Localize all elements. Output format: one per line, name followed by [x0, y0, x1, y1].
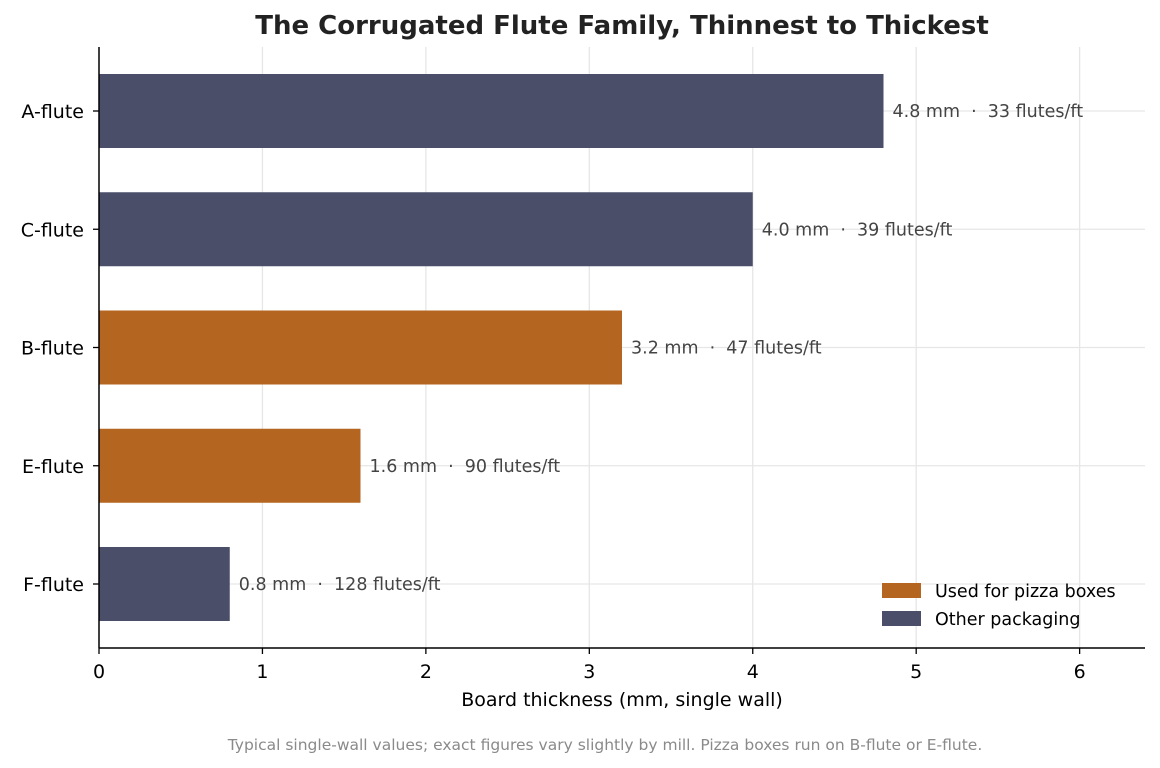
bar-e-flute	[99, 428, 361, 503]
y-tick-label-e-flute: E-flute	[22, 456, 84, 478]
bar-c-flute	[99, 192, 753, 267]
y-axis: A-flute C-flute B-flute E-flute F-flute	[21, 47, 100, 648]
y-tick-label-c-flute: C-flute	[21, 219, 84, 241]
x-axis: 0 1 2 3 4 5 6	[93, 647, 1145, 683]
x-tick-label: 1	[256, 661, 268, 683]
x-tick-label: 2	[420, 661, 432, 683]
x-axis-label: Board thickness (mm, single wall)	[461, 689, 783, 711]
y-tick-label-b-flute: B-flute	[21, 338, 84, 360]
bar-f-flute	[99, 547, 230, 621]
y-tick-label-f-flute: F-flute	[23, 574, 84, 596]
legend-label-pizza: Used for pizza boxes	[935, 582, 1116, 602]
chart-title: The Corrugated Flute Family, Thinnest to…	[255, 11, 989, 41]
legend-swatch-pizza	[882, 583, 921, 598]
x-tick-label: 5	[910, 661, 922, 683]
data-labels: 4.8 mm · 33 flutes/ft 4.0 mm · 39 flutes/…	[239, 102, 1083, 595]
legend-swatch-other	[882, 611, 921, 626]
data-label-f-flute: 0.8 mm · 128 flutes/ft	[239, 575, 441, 595]
footnote: Typical single-wall values; exact figure…	[227, 736, 983, 754]
data-label-b-flute: 3.2 mm · 47 flutes/ft	[631, 339, 822, 359]
bar-b-flute	[99, 310, 622, 385]
data-label-e-flute: 1.6 mm · 90 flutes/ft	[370, 457, 561, 477]
x-tick-label: 6	[1074, 661, 1086, 683]
x-tick-label: 3	[583, 661, 595, 683]
x-tick-label: 4	[747, 661, 759, 683]
legend-label-other: Other packaging	[935, 610, 1080, 630]
data-label-a-flute: 4.8 mm · 33 flutes/ft	[893, 102, 1084, 122]
data-label-c-flute: 4.0 mm · 39 flutes/ft	[762, 220, 953, 240]
y-tick-label-a-flute: A-flute	[21, 101, 84, 123]
x-tick-label: 0	[93, 661, 105, 683]
bar-a-flute	[99, 74, 884, 148]
bars	[99, 74, 884, 621]
legend: Used for pizza boxes Other packaging	[882, 582, 1116, 630]
